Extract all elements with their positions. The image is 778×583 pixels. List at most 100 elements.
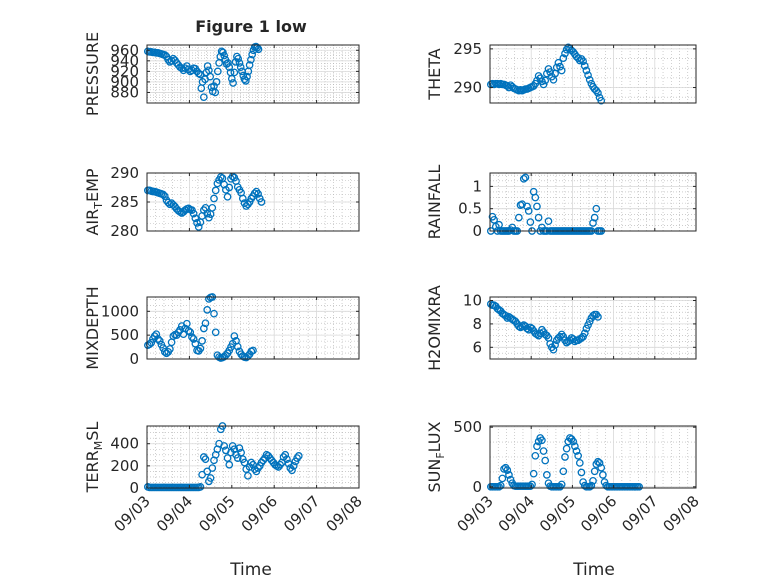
y-tick-label: 290 (110, 164, 139, 182)
data-point (196, 483, 205, 491)
data-point (575, 459, 584, 467)
data-point (526, 482, 535, 491)
data-point (201, 319, 210, 328)
y-tick-label: 285 (110, 193, 139, 211)
y-tick-label: 1000 (101, 302, 139, 320)
y-tick-label: 1 (472, 177, 482, 195)
data-point (531, 451, 540, 460)
data-point (233, 454, 242, 462)
y-tick-label: 290 (453, 79, 482, 97)
data-series (486, 434, 643, 491)
data-point (159, 190, 167, 199)
data-point (569, 437, 578, 446)
y-axis-label: PRESSURE (83, 32, 102, 116)
data-point (216, 173, 225, 181)
data-series (143, 422, 303, 492)
data-point (541, 456, 550, 465)
data-point (559, 54, 568, 62)
data-point (500, 465, 508, 473)
data-point (249, 346, 257, 355)
data-point (281, 450, 290, 459)
y-axis-label: H2OMIXRA (425, 285, 444, 371)
y-tick-label: 6 (472, 338, 482, 356)
data-point (523, 324, 531, 333)
data-point (561, 49, 569, 58)
data-point (233, 342, 242, 351)
data-point (211, 328, 220, 337)
data-point (206, 72, 215, 81)
data-point (582, 66, 591, 75)
data-point (496, 481, 505, 490)
data-point (544, 217, 553, 226)
data-point (594, 89, 602, 97)
data-point (230, 332, 239, 340)
data-point (597, 463, 606, 472)
data-point (533, 202, 541, 211)
plot-area (147, 426, 359, 488)
data-point (531, 193, 540, 202)
data-point (541, 76, 550, 85)
axes-box (146, 296, 360, 360)
data-point (235, 59, 244, 67)
data-point (199, 453, 208, 461)
subplot-rainfall: 0 0.5 1 RAINFALL (425, 165, 697, 240)
data-point (223, 192, 232, 201)
data-point (254, 190, 262, 198)
data-point (506, 475, 515, 484)
data-point (289, 462, 298, 470)
data-point (211, 186, 220, 195)
data-point (283, 455, 291, 464)
data-point (243, 72, 251, 81)
data-series (486, 300, 602, 354)
data-point (534, 437, 543, 446)
major-grid (490, 45, 696, 103)
y-tick-label: 0 (129, 350, 139, 368)
axes-box (146, 44, 360, 104)
data-point (244, 471, 252, 480)
data-point (585, 482, 594, 491)
data-point (577, 468, 586, 477)
data-point (538, 436, 546, 445)
data-point (236, 63, 245, 71)
data-point (198, 337, 206, 345)
y-tick-label: 960 (110, 41, 139, 59)
data-point (183, 319, 191, 328)
subplot-theta: 290 295 THETA (425, 40, 697, 105)
x-axis-label-left: Time (229, 560, 272, 580)
y-tick-label: 500 (110, 326, 139, 344)
data-point (225, 63, 234, 71)
data-point (584, 71, 592, 80)
data-point (208, 203, 217, 212)
data-point (503, 82, 512, 90)
data-point (208, 464, 217, 472)
data-point (571, 442, 579, 451)
data-point (193, 219, 201, 227)
data-point (534, 213, 543, 222)
data-point (257, 198, 266, 206)
data-point (580, 62, 589, 70)
data-point (220, 442, 229, 450)
data-point (546, 68, 555, 76)
data-point (230, 68, 239, 77)
data-point (212, 78, 221, 86)
y-tick-label: 0 (472, 222, 482, 240)
data-point (189, 209, 198, 218)
data-point (505, 471, 513, 479)
data-point (229, 79, 237, 87)
y-tick-label: 200 (110, 457, 139, 475)
axes-box (146, 425, 360, 489)
axes-box (489, 44, 697, 104)
data-point (189, 335, 198, 343)
data-point (514, 213, 523, 222)
data-point (526, 218, 535, 226)
data-point (213, 67, 222, 76)
data-point (523, 202, 531, 211)
data-point (599, 471, 607, 479)
data-point (247, 55, 255, 64)
data-point (597, 96, 606, 105)
data-point (203, 209, 212, 218)
data-point (556, 62, 564, 71)
data-point (551, 341, 559, 349)
